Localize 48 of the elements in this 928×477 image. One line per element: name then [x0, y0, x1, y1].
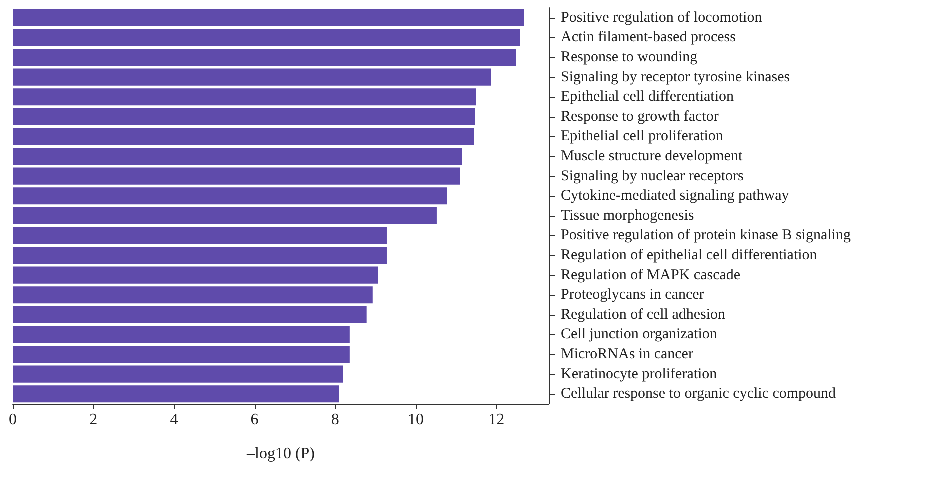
- bar: [13, 108, 476, 126]
- y-tick-label: Positive regulation of locomotion: [561, 10, 763, 26]
- y-tick-label: MicroRNAs in cancer: [561, 346, 694, 362]
- bar: [13, 227, 387, 244]
- y-tick-label: Proteoglycans in cancer: [561, 287, 704, 304]
- bar: [13, 88, 476, 106]
- y-tick-label: Regulation of MAPK cascade: [561, 267, 741, 284]
- bar: [13, 148, 462, 166]
- bar: [13, 188, 448, 205]
- y-tick-label: Signaling by receptor tyrosine kinases: [561, 69, 790, 86]
- bar: [13, 326, 350, 344]
- bar: [13, 246, 387, 264]
- bar: [13, 286, 373, 304]
- bar: [13, 168, 460, 185]
- y-tick-label: Positive regulation of protein kinase B signaling: [561, 228, 852, 244]
- y-tick-label: Response to wounding: [561, 50, 698, 66]
- bar: [13, 386, 340, 403]
- bar: [13, 366, 344, 383]
- x-tick-label: 12: [488, 412, 505, 428]
- y-tick-label: Epithelial cell proliferation: [561, 128, 724, 145]
- y-tick-label: Regulation of cell adhesion: [561, 306, 726, 323]
- y-tick-label: Keratinocyte proliferation: [561, 366, 718, 382]
- bar: [13, 207, 437, 224]
- y-tick-label: Regulation of epithelial cell differentiation: [561, 248, 818, 264]
- x-axis-title: –log10 (P): [246, 446, 315, 462]
- bar: [13, 29, 520, 46]
- y-tick-label: Actin filament-based process: [561, 30, 736, 46]
- bar: [13, 68, 492, 86]
- x-tick-label: 4: [170, 412, 178, 428]
- y-tick-label: Muscle structure development: [561, 148, 744, 164]
- y-tick-label: Epithelial cell differentiation: [561, 89, 734, 106]
- bar: [13, 306, 367, 324]
- bar: [13, 346, 350, 364]
- y-tick-label: Tissue morphogenesis: [561, 208, 694, 224]
- x-tick-label: 6: [250, 412, 259, 428]
- x-tick-label: 10: [408, 412, 424, 428]
- y-tick-label: Cellular response to organic cyclic compound: [561, 386, 837, 402]
- x-tick-label: 8: [331, 412, 340, 428]
- bar: [13, 266, 378, 284]
- x-tick-label: 2: [90, 412, 98, 428]
- y-tick-label: Response to growth factor: [561, 108, 719, 125]
- bar: [13, 128, 474, 146]
- bar: [13, 9, 524, 26]
- y-tick-label: Cytokine-mediated signaling pathway: [561, 188, 790, 204]
- y-tick-label: Cell junction organization: [561, 326, 718, 343]
- bar: [13, 48, 516, 66]
- x-tick-label: 0: [9, 412, 17, 428]
- y-tick-label: Signaling by nuclear receptors: [561, 168, 744, 184]
